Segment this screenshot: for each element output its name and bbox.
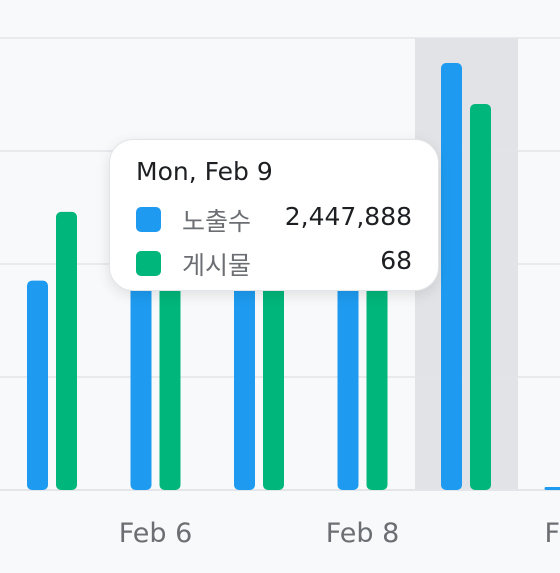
chart-tooltip: Mon, Feb 9 노출수 2,447,888 게시물 68 — [109, 139, 439, 291]
posts-swatch — [136, 251, 161, 276]
posts-bar-feb-5[interactable] — [56, 211, 77, 490]
posts-label: 게시물 — [182, 251, 252, 280]
tooltip-row-impressions: 노출수 2,447,888 — [136, 202, 412, 236]
posts-bar-feb-9[interactable] — [470, 104, 491, 490]
impressions-bar-feb-9[interactable] — [441, 63, 462, 490]
impressions-bar-feb-10[interactable] — [544, 487, 560, 490]
impressions-bar-feb-7[interactable] — [234, 228, 255, 490]
impressions-bar-feb-5[interactable] — [27, 280, 48, 490]
impressions-value: 2,447,888 — [284, 202, 412, 231]
impressions-label: 노출수 — [182, 207, 252, 236]
x-tick-label: Feb 6 — [118, 518, 193, 549]
impressions-swatch — [136, 207, 161, 232]
posts-value: 68 — [380, 246, 412, 275]
tooltip-row-posts: 게시물 68 — [136, 246, 412, 280]
x-tick-label: Feb 8 — [325, 518, 400, 549]
x-tick-label: Fe — [544, 518, 560, 549]
tooltip-date: Mon, Feb 9 — [136, 157, 273, 186]
